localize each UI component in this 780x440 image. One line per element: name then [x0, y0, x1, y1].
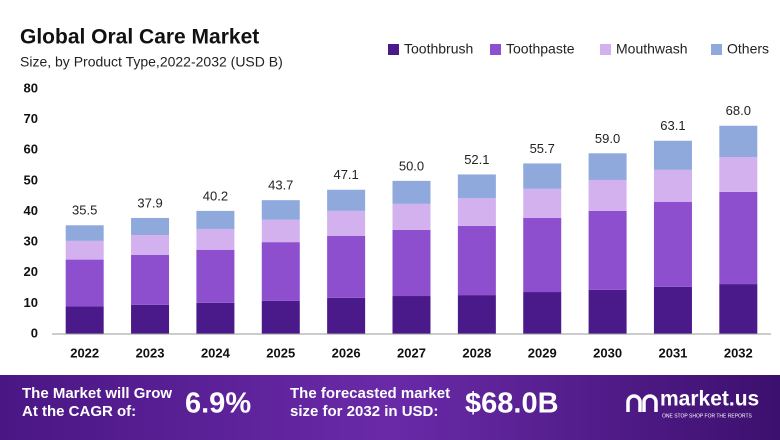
bar-segment — [196, 302, 235, 334]
legend-swatch — [490, 44, 501, 55]
bar-segment — [392, 203, 431, 230]
bar-segment — [523, 292, 562, 334]
bar-segment — [196, 228, 235, 250]
bar-segment — [261, 300, 300, 334]
total-label: 50.0 — [399, 158, 424, 173]
legend-swatch — [711, 44, 722, 55]
y-tick-label: 80 — [24, 80, 38, 95]
legend-swatch — [600, 44, 611, 55]
y-tick-label: 60 — [24, 142, 38, 157]
x-tick-label: 2028 — [462, 345, 491, 360]
bar-segment — [457, 295, 496, 334]
y-tick-label: 0 — [31, 325, 38, 340]
y-tick-label: 50 — [24, 172, 38, 187]
bar-segment — [327, 236, 366, 298]
bar-segment — [523, 217, 562, 293]
x-tick-label: 2032 — [724, 345, 753, 360]
forecast-text: size for 2032 in USD: — [290, 403, 438, 420]
total-label: 55.7 — [530, 141, 555, 156]
y-tick-label: 70 — [24, 111, 38, 126]
bar-segment — [65, 240, 104, 260]
footer-banner — [0, 375, 780, 440]
bar-segment — [65, 306, 104, 334]
bar-segment — [131, 304, 170, 334]
bar-segment — [65, 259, 104, 307]
cagr-text: At the CAGR of: — [22, 403, 136, 420]
bar-segment — [65, 225, 104, 241]
y-tick-label: 40 — [24, 203, 38, 218]
total-label: 37.9 — [137, 195, 162, 210]
x-tick-label: 2022 — [70, 345, 99, 360]
cagr-text: The Market will Grow — [22, 385, 172, 402]
bar-segment — [457, 174, 496, 199]
total-label: 40.2 — [203, 188, 228, 203]
y-tick-label: 10 — [24, 295, 38, 310]
legend-swatch — [388, 44, 399, 55]
bar-segment — [653, 140, 692, 170]
legend-label: Mouthwash — [616, 41, 688, 57]
chart-subtitle: Size, by Product Type,2022-2032 (USD B) — [20, 54, 283, 70]
bar-segment — [392, 180, 431, 204]
bar-segment — [653, 202, 692, 287]
bar-segment — [653, 169, 692, 203]
x-tick-label: 2024 — [201, 345, 231, 360]
total-label: 68.0 — [726, 103, 751, 118]
bar-segment — [719, 284, 758, 334]
y-tick-label: 30 — [24, 234, 38, 249]
x-tick-label: 2029 — [528, 345, 557, 360]
bar-segment — [261, 242, 300, 301]
bar-segment — [392, 229, 431, 297]
bar-segment — [261, 219, 300, 243]
bar-segment — [261, 200, 300, 220]
bar-segment — [327, 210, 366, 236]
brand-name: market.us — [660, 388, 759, 411]
forecast-text: The forecasted market — [290, 385, 450, 402]
bar-segment — [392, 296, 431, 334]
bar-segment — [457, 225, 496, 296]
bar-segment — [653, 286, 692, 334]
bar-segment — [131, 235, 170, 255]
legend-label: Toothpaste — [506, 41, 575, 57]
y-tick-label: 20 — [24, 264, 38, 279]
total-label: 59.0 — [595, 131, 620, 146]
x-tick-label: 2025 — [266, 345, 295, 360]
brand-logo — [626, 394, 658, 412]
x-tick-label: 2023 — [136, 345, 165, 360]
bar-segment — [457, 198, 496, 226]
bar-segment — [719, 125, 758, 157]
brand-tagline: ONE STOP SHOP FOR THE REPORTS — [662, 413, 753, 419]
legend-label: Others — [727, 41, 769, 57]
forecast-value: $68.0B — [465, 388, 559, 420]
bar-segment — [588, 210, 627, 290]
bar-segment — [196, 249, 235, 303]
bar-segment — [588, 153, 627, 180]
bar-segment — [588, 179, 627, 211]
total-label: 47.1 — [333, 167, 358, 182]
cagr-value: 6.9% — [185, 388, 251, 420]
legend: Toothbrush Toothpaste Mouthwash Others — [388, 41, 769, 57]
bar-segment — [327, 297, 366, 334]
logo-icon — [626, 394, 658, 412]
total-label: 43.7 — [268, 178, 293, 193]
bar-segment — [523, 163, 562, 189]
chart-title: Global Oral Care Market — [20, 26, 259, 49]
bar-segment — [327, 189, 366, 211]
bar-segment — [588, 289, 627, 334]
total-label: 35.5 — [72, 203, 97, 218]
x-tick-label: 2027 — [397, 345, 426, 360]
legend-label: Toothbrush — [404, 41, 473, 57]
x-tick-label: 2030 — [593, 345, 622, 360]
bar-segment — [131, 254, 170, 305]
total-label: 63.1 — [660, 118, 685, 133]
bar-segment — [131, 217, 170, 236]
bar-segment — [719, 191, 758, 285]
bar-segment — [523, 188, 562, 218]
bar-segment — [719, 156, 758, 192]
bar-segment — [196, 210, 235, 229]
total-label: 52.1 — [464, 152, 489, 167]
x-tick-label: 2031 — [658, 345, 687, 360]
x-tick-label: 2026 — [332, 345, 361, 360]
